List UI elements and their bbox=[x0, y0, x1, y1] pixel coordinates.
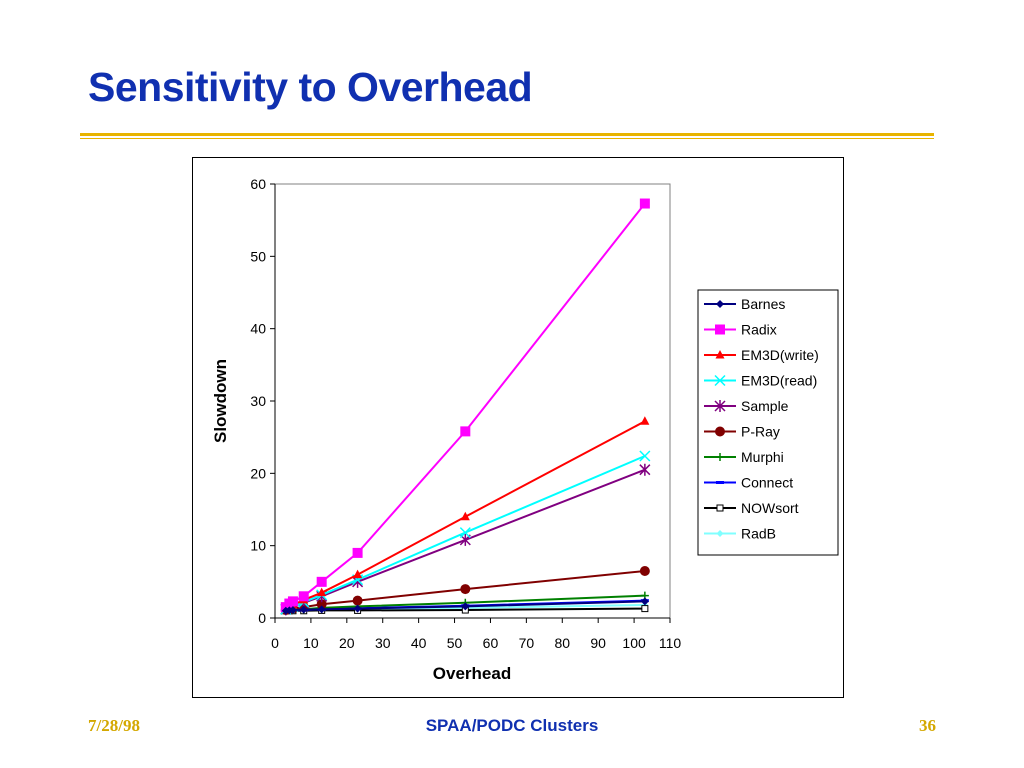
series-layer bbox=[280, 198, 651, 616]
data-point-p-ray bbox=[460, 584, 471, 595]
x-tick-label: 100 bbox=[622, 635, 646, 651]
data-point-em3d-read bbox=[459, 527, 471, 539]
data-point-nowsort bbox=[641, 605, 649, 613]
data-point-p-ray bbox=[316, 599, 327, 610]
x-tick-label: 70 bbox=[519, 635, 535, 651]
legend-item-nowsort: NOWsort bbox=[704, 500, 799, 516]
legend-marker bbox=[714, 374, 726, 387]
legend-item-connect: Connect bbox=[704, 475, 793, 491]
data-point-p-ray bbox=[352, 595, 363, 606]
legend-item-em3d-write: EM3D(write) bbox=[704, 347, 819, 363]
data-point-em3d-write bbox=[317, 587, 327, 597]
x-tick-label: 30 bbox=[375, 635, 391, 651]
data-point-barnes bbox=[640, 597, 649, 606]
legend-marker bbox=[715, 350, 725, 359]
y-axis-label: Slowdown bbox=[211, 359, 230, 443]
legend: Barnes Radix EM3D(write) EM3D(read) Sample P-… bbox=[697, 289, 839, 556]
legend-marker bbox=[716, 300, 724, 308]
legend-label: Connect bbox=[741, 475, 793, 491]
x-tick-label: 40 bbox=[411, 635, 427, 651]
legend-label: Sample bbox=[741, 398, 789, 414]
legend-item-em3d-read: EM3D(read) bbox=[704, 373, 817, 389]
y-tick-label: 20 bbox=[250, 465, 266, 481]
x-tick-label: 60 bbox=[483, 635, 499, 651]
y-tick-label: 50 bbox=[250, 248, 266, 264]
y-tick-label: 30 bbox=[250, 393, 266, 409]
footer-date: 7/28/98 bbox=[88, 716, 140, 735]
legend-marker bbox=[716, 453, 724, 461]
legend-label: Murphi bbox=[741, 449, 784, 465]
data-point-radix bbox=[460, 426, 471, 437]
data-point-em3d-read bbox=[639, 450, 651, 462]
legend-marker bbox=[716, 504, 724, 512]
y-tick-label: 60 bbox=[250, 176, 266, 192]
plot-area bbox=[274, 183, 671, 619]
x-tick-label: 50 bbox=[447, 635, 463, 651]
x-axis-label: Overhead bbox=[433, 664, 511, 683]
data-point-radix bbox=[352, 547, 363, 558]
legend-label: P-Ray bbox=[741, 424, 780, 440]
legend-marker bbox=[716, 530, 724, 537]
y-tick-label: 40 bbox=[250, 321, 266, 337]
legend-item-sample: Sample bbox=[704, 398, 789, 414]
legend-marker bbox=[715, 324, 725, 335]
plot-border bbox=[274, 183, 671, 619]
data-point-em3d-write bbox=[353, 569, 363, 579]
data-point-radix bbox=[298, 591, 309, 602]
title-underline-thick bbox=[80, 133, 934, 136]
footer-title: SPAA/PODC Clusters bbox=[425, 716, 599, 735]
data-point-barnes bbox=[299, 605, 308, 614]
data-point-p-ray bbox=[639, 565, 650, 576]
data-point-radix bbox=[316, 576, 327, 587]
data-point-sample bbox=[639, 463, 651, 476]
axes: 0 10 20 30 40 50 60 0 10 20 30 40 50 60 70 80 90 100 110 bbox=[250, 176, 681, 651]
slide-number: 36 bbox=[919, 716, 936, 735]
legend-item-radb: RadB bbox=[704, 526, 776, 542]
data-point-radix bbox=[287, 596, 298, 607]
legend-label: EM3D(write) bbox=[741, 347, 819, 363]
title-underline-thin bbox=[80, 138, 934, 139]
legend-marker bbox=[715, 426, 725, 437]
data-point-barnes bbox=[461, 602, 470, 611]
data-point-barnes bbox=[353, 604, 362, 613]
data-point-em3d-write bbox=[460, 511, 470, 521]
legend-marker bbox=[714, 400, 726, 412]
legend-item-radix: Radix bbox=[704, 322, 777, 338]
page-title: Sensitivity to Overhead bbox=[88, 64, 533, 110]
data-point-em3d-write bbox=[640, 416, 650, 425]
legend-item-murphi: Murphi bbox=[704, 449, 784, 465]
y-tick-label: 0 bbox=[258, 610, 266, 626]
x-tick-label: 10 bbox=[303, 635, 319, 651]
x-tick-label: 90 bbox=[590, 635, 606, 651]
legend-label: Radix bbox=[741, 322, 777, 338]
series-line-radix bbox=[285, 202, 646, 608]
x-tick-label: 20 bbox=[339, 635, 355, 651]
legend-item-barnes: Barnes bbox=[704, 296, 785, 312]
legend-label: Barnes bbox=[741, 296, 785, 312]
x-tick-label: 110 bbox=[659, 635, 682, 651]
legend-item-p-ray: P-Ray bbox=[704, 424, 780, 440]
legend-label: RadB bbox=[741, 526, 776, 542]
legend-label: EM3D(read) bbox=[741, 373, 817, 389]
legend-label: NOWsort bbox=[741, 500, 799, 516]
x-tick-label: 80 bbox=[554, 635, 570, 651]
data-point-barnes bbox=[288, 606, 297, 615]
y-tick-label: 10 bbox=[250, 538, 266, 554]
x-tick-label: 0 bbox=[271, 635, 279, 651]
legend-marker bbox=[716, 481, 724, 484]
data-point-barnes bbox=[317, 605, 326, 614]
data-point-radix bbox=[639, 198, 650, 209]
